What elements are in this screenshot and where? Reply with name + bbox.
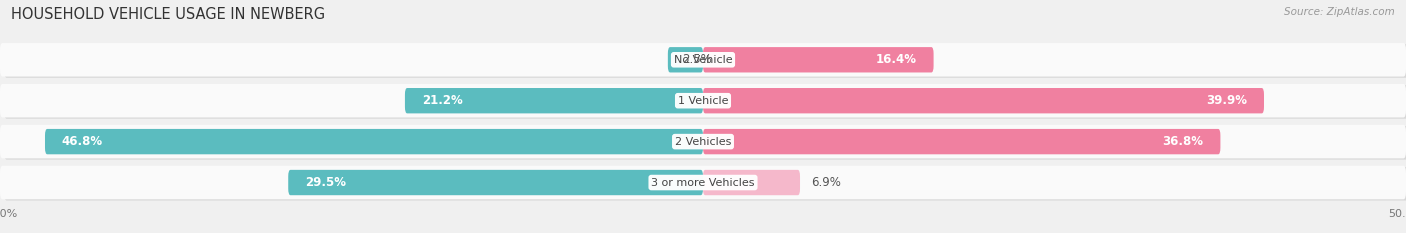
FancyBboxPatch shape [4, 44, 1406, 78]
Text: 3 or more Vehicles: 3 or more Vehicles [651, 178, 755, 188]
Text: 21.2%: 21.2% [422, 94, 463, 107]
Text: 2 Vehicles: 2 Vehicles [675, 137, 731, 147]
Text: 6.9%: 6.9% [811, 176, 841, 189]
FancyBboxPatch shape [45, 129, 703, 154]
FancyBboxPatch shape [4, 167, 1406, 201]
Text: 1 Vehicle: 1 Vehicle [678, 96, 728, 106]
FancyBboxPatch shape [0, 166, 1406, 199]
FancyBboxPatch shape [703, 88, 1264, 113]
FancyBboxPatch shape [4, 85, 1406, 119]
Text: 16.4%: 16.4% [876, 53, 917, 66]
FancyBboxPatch shape [4, 126, 1406, 160]
Text: Source: ZipAtlas.com: Source: ZipAtlas.com [1284, 7, 1395, 17]
FancyBboxPatch shape [668, 47, 703, 72]
Text: 39.9%: 39.9% [1206, 94, 1247, 107]
FancyBboxPatch shape [288, 170, 703, 195]
FancyBboxPatch shape [0, 43, 1406, 77]
Text: HOUSEHOLD VEHICLE USAGE IN NEWBERG: HOUSEHOLD VEHICLE USAGE IN NEWBERG [11, 7, 325, 22]
FancyBboxPatch shape [0, 84, 1406, 117]
FancyBboxPatch shape [0, 125, 1406, 158]
Text: 46.8%: 46.8% [62, 135, 103, 148]
FancyBboxPatch shape [703, 129, 1220, 154]
Text: 29.5%: 29.5% [305, 176, 346, 189]
Text: 2.5%: 2.5% [682, 53, 711, 66]
Text: 36.8%: 36.8% [1163, 135, 1204, 148]
FancyBboxPatch shape [405, 88, 703, 113]
FancyBboxPatch shape [703, 47, 934, 72]
Text: No Vehicle: No Vehicle [673, 55, 733, 65]
FancyBboxPatch shape [703, 170, 800, 195]
